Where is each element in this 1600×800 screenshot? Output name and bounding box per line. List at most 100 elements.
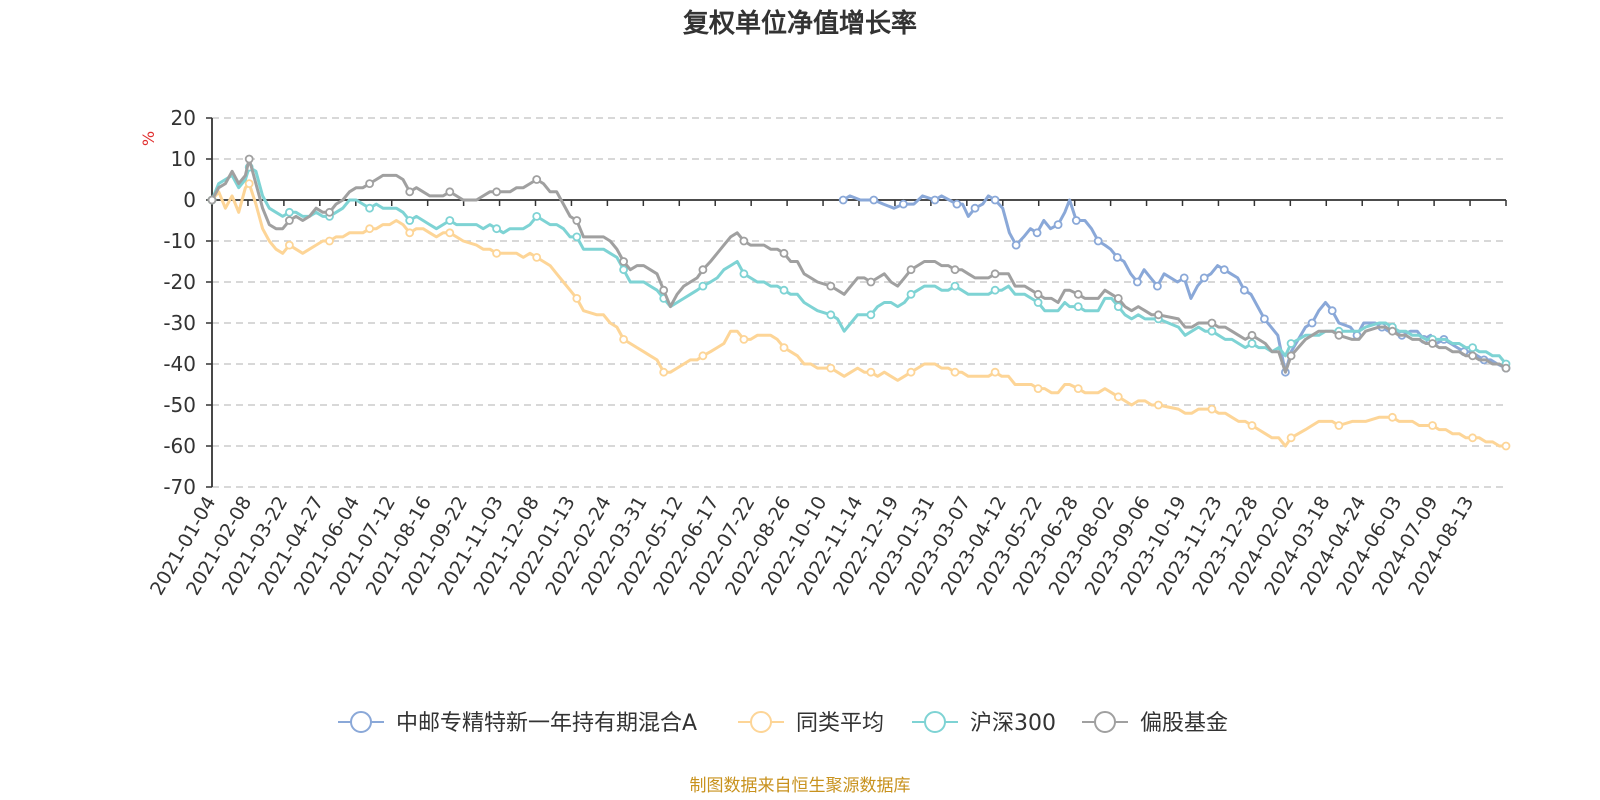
data-point bbox=[659, 285, 669, 295]
y-tick-label: -50 bbox=[163, 393, 196, 417]
data-point bbox=[950, 367, 960, 377]
data-point bbox=[1011, 240, 1021, 250]
legend-item[interactable]: 同类平均 bbox=[738, 711, 884, 736]
data-point bbox=[619, 257, 628, 266]
chart-title: 复权单位净值增长率 bbox=[683, 8, 917, 39]
legend[interactable]: 中邮专精特新一年持有期混合A 同类平均 沪深300 偏股基金 bbox=[338, 711, 1228, 736]
data-point bbox=[990, 195, 1000, 205]
data-point bbox=[445, 187, 455, 197]
data-point bbox=[950, 265, 960, 275]
series-3 bbox=[207, 154, 1511, 374]
data-point bbox=[1327, 306, 1337, 316]
y-tick-label: -10 bbox=[163, 229, 196, 253]
data-point bbox=[1286, 339, 1296, 348]
y-tick-label: -40 bbox=[163, 352, 196, 376]
data-point bbox=[1428, 421, 1437, 430]
data-point bbox=[532, 252, 542, 262]
data-point bbox=[1468, 433, 1477, 443]
data-point bbox=[1133, 277, 1142, 287]
data-point bbox=[866, 277, 876, 287]
data-point bbox=[405, 187, 415, 197]
series-0 bbox=[838, 194, 1511, 377]
data-point bbox=[1286, 351, 1296, 361]
data-point bbox=[1073, 384, 1083, 394]
data-point bbox=[1113, 293, 1123, 303]
data-point bbox=[779, 285, 789, 295]
data-point bbox=[1113, 302, 1123, 312]
x-axis: 2021-01-042021-02-082021-03-222021-04-27… bbox=[146, 199, 1507, 599]
data-point bbox=[869, 195, 879, 205]
series-line bbox=[210, 157, 1507, 374]
legend-item[interactable]: 偏股基金 bbox=[1082, 711, 1228, 736]
series-lines bbox=[207, 154, 1511, 451]
data-point bbox=[1247, 421, 1257, 430]
data-point bbox=[1388, 412, 1397, 422]
data-point bbox=[1239, 285, 1249, 295]
data-point bbox=[739, 269, 749, 279]
data-point bbox=[1334, 330, 1344, 340]
data-point bbox=[1307, 318, 1317, 328]
legend-circle-icon bbox=[1094, 711, 1116, 733]
y-axis: 20 10 0 -10 -20 -30 -40 -50 -60 -70 bbox=[163, 106, 213, 499]
data-point bbox=[970, 203, 980, 213]
data-point bbox=[405, 216, 415, 225]
data-point bbox=[1428, 339, 1437, 348]
data-point bbox=[1033, 384, 1043, 394]
data-point bbox=[492, 224, 502, 234]
data-point bbox=[826, 310, 836, 320]
series-line bbox=[842, 194, 1507, 374]
data-point bbox=[1154, 400, 1163, 410]
data-point bbox=[492, 248, 502, 258]
data-point bbox=[739, 334, 749, 344]
data-point bbox=[365, 179, 375, 189]
data-point bbox=[698, 281, 708, 291]
data-point bbox=[207, 195, 217, 205]
y-tick-label: 0 bbox=[183, 188, 196, 212]
data-point bbox=[1154, 310, 1163, 320]
data-point bbox=[365, 224, 375, 234]
data-point bbox=[1501, 441, 1511, 451]
data-point bbox=[572, 293, 582, 303]
data-point bbox=[244, 154, 254, 164]
legend-item[interactable]: 中邮专精特新一年持有期混合A bbox=[338, 711, 697, 736]
data-point bbox=[619, 334, 628, 344]
data-point bbox=[492, 187, 502, 197]
data-point bbox=[899, 199, 908, 209]
legend-label: 同类平均 bbox=[796, 711, 884, 736]
data-point bbox=[284, 207, 294, 217]
data-point bbox=[532, 211, 542, 221]
data-point bbox=[1286, 433, 1296, 443]
series-line bbox=[210, 182, 1506, 448]
data-point bbox=[532, 175, 542, 184]
data-point bbox=[1468, 343, 1477, 353]
data-point bbox=[1153, 281, 1162, 291]
data-point bbox=[659, 367, 669, 377]
data-point bbox=[1112, 252, 1122, 262]
data-point bbox=[1113, 392, 1123, 402]
data-point bbox=[405, 228, 415, 238]
data-point bbox=[1207, 326, 1217, 336]
data-point bbox=[906, 265, 916, 275]
data-point bbox=[1093, 236, 1103, 246]
data-point bbox=[1388, 326, 1397, 336]
data-point bbox=[619, 265, 628, 275]
y-tick-label: -60 bbox=[163, 434, 196, 458]
legend-label: 沪深300 bbox=[970, 711, 1056, 736]
data-point bbox=[325, 207, 334, 217]
data-point bbox=[1334, 421, 1344, 430]
data-point bbox=[1260, 314, 1269, 324]
y-axis-unit: % bbox=[139, 131, 158, 146]
legend-item[interactable]: 沪深300 bbox=[912, 711, 1056, 736]
y-tick-label: 20 bbox=[171, 106, 196, 130]
data-point bbox=[826, 281, 836, 291]
data-point bbox=[1501, 363, 1511, 373]
series-2 bbox=[207, 162, 1511, 369]
data-point bbox=[779, 248, 789, 258]
data-point bbox=[1247, 339, 1257, 348]
legend-label: 偏股基金 bbox=[1140, 711, 1228, 736]
data-point bbox=[1053, 220, 1063, 230]
legend-label: 中邮专精特新一年持有期混合A bbox=[396, 711, 697, 736]
data-point bbox=[930, 195, 940, 205]
data-point bbox=[906, 289, 916, 299]
data-point bbox=[950, 281, 960, 291]
